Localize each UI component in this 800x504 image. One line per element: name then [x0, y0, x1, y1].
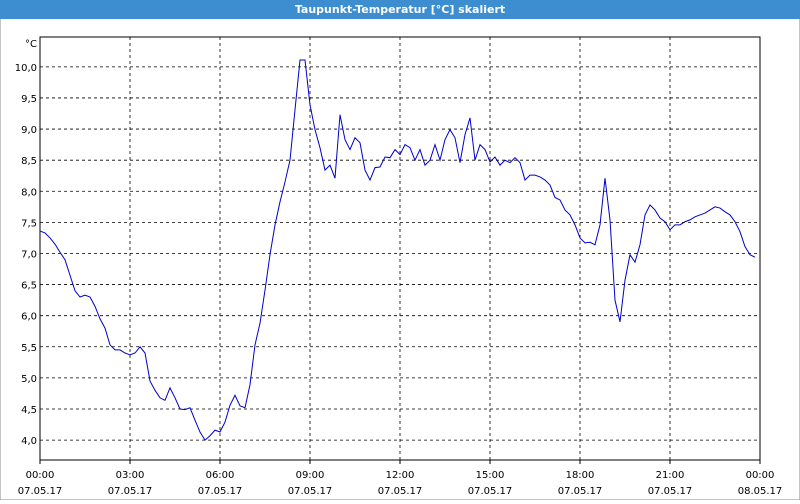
y-tick-label: 8,0	[21, 187, 37, 198]
y-tick-label: 6,0	[21, 312, 37, 323]
x-tick-date: 07.05.17	[378, 486, 423, 497]
x-tick-label: 12:00	[386, 470, 415, 481]
x-tick-label: 15:00	[476, 470, 505, 481]
x-tick-label: 06:00	[206, 470, 235, 481]
x-tick-date: 07.05.17	[198, 486, 243, 497]
data-line	[39, 59, 756, 441]
x-tick-date: 07.05.17	[108, 486, 153, 497]
y-tick-label: 4,0	[21, 436, 37, 447]
y-tick-label: 7,5	[21, 218, 37, 229]
x-tick-label: 18:00	[566, 470, 595, 481]
x-tick-date: 07.05.17	[18, 486, 63, 497]
y-tick-label: 5,0	[21, 374, 37, 385]
x-tick-label: 09:00	[296, 470, 325, 481]
x-tick-date: 07.05.17	[558, 486, 603, 497]
y-tick-label: 9,5	[21, 94, 37, 105]
x-tick-label: 00:00	[746, 470, 775, 481]
x-tick-label: 21:00	[656, 470, 685, 481]
y-tick-label: 9,0	[21, 125, 37, 136]
x-tick-date: 07.05.17	[648, 486, 693, 497]
y-tick-label: 7,0	[21, 249, 37, 260]
x-tick-label: 03:00	[116, 470, 145, 481]
x-tick-date: 08.05.17	[738, 486, 783, 497]
x-tick-label: 00:00	[26, 470, 55, 481]
y-tick-label: 4,5	[21, 405, 37, 416]
y-tick-label: 8,5	[21, 156, 37, 167]
y-unit: °C	[25, 39, 37, 50]
x-tick-date: 07.05.17	[468, 486, 513, 497]
title-bar	[0, 0, 800, 19]
y-tick-label: 5,5	[21, 343, 37, 354]
chart-title: Taupunkt-Temperatur [°C] skaliert	[295, 3, 505, 16]
y-tick-label: 10,0	[15, 63, 37, 74]
y-tick-label: 6,5	[21, 281, 37, 292]
x-tick-date: 07.05.17	[288, 486, 333, 497]
